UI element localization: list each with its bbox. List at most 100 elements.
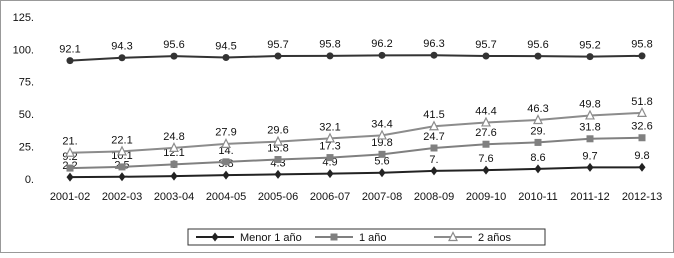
marker	[326, 169, 334, 179]
marker	[637, 107, 647, 117]
data-label: 15.8	[267, 142, 288, 154]
x-tick-label: 2002-03	[102, 191, 142, 203]
x-tick-label: 2003-04	[154, 191, 194, 203]
marker	[482, 140, 490, 148]
x-tick-label: 2008-09	[414, 191, 454, 203]
marker	[378, 51, 386, 59]
data-label: 95.8	[631, 39, 652, 51]
data-label: 7.6	[478, 153, 493, 165]
marker	[169, 142, 179, 152]
data-label: 29.	[530, 125, 545, 137]
series-line	[69, 136, 643, 170]
marker	[430, 51, 438, 59]
marker	[118, 163, 126, 171]
y-tick-label: 100.	[13, 44, 34, 56]
marker	[481, 116, 491, 127]
data-label: 32.6	[631, 121, 652, 133]
data-label: 41.5	[423, 109, 444, 121]
data-label: 27.9	[215, 127, 236, 139]
marker	[118, 172, 126, 182]
data-label: 5.6	[374, 156, 389, 168]
data-label: 46.3	[527, 103, 548, 115]
marker	[66, 57, 74, 65]
data-label: 8.6	[530, 152, 545, 164]
marker	[429, 120, 439, 131]
x-tick-label: 2011-12	[570, 191, 610, 203]
marker	[222, 170, 230, 180]
series: 92.1 94.3 95.6 94.5 95.7 95.8 96.2 96.3 95.7 95.6…	[59, 38, 653, 65]
marker	[378, 168, 386, 178]
marker	[533, 114, 543, 125]
marker	[326, 52, 334, 60]
marker	[118, 54, 126, 62]
data-label: 24.7	[423, 131, 444, 143]
legend-label: 2 años	[478, 232, 512, 244]
data-label: 34.4	[371, 118, 392, 130]
marker	[377, 129, 387, 140]
data-label: 22.1	[111, 134, 132, 146]
legend: Menor 1 año 1 año 2 años	[187, 228, 546, 246]
data-label: 21.	[62, 136, 77, 148]
data-label: 94.5	[215, 40, 236, 52]
data-label: 32.1	[319, 121, 340, 133]
data-label: 9.7	[582, 150, 597, 162]
marker	[330, 233, 338, 241]
series: 9.2 10.1 12.1 14. 15.8 17.3 19.824.7 27.6 29. 31.…	[62, 121, 653, 172]
x-tick-label: 2005-06	[258, 191, 298, 203]
marker	[534, 164, 542, 174]
data-label: 9.2	[62, 151, 77, 163]
y-tick-label: 125.	[13, 12, 34, 24]
data-label: 96.3	[423, 38, 444, 50]
x-tick-label: 2004-05	[206, 191, 246, 203]
marker	[274, 169, 282, 179]
data-label: 96.2	[371, 38, 392, 50]
data-label: 24.8	[163, 131, 184, 143]
data-label: 12.1	[163, 147, 184, 159]
marker	[378, 150, 386, 158]
data-label: 17.3	[319, 140, 340, 152]
legend-label: 1 año	[359, 232, 387, 244]
series: 2.22.533.84.34.95.67.7.68.69.79.8	[62, 150, 650, 182]
marker	[170, 52, 178, 60]
data-label: 51.8	[631, 96, 652, 108]
marker	[430, 166, 438, 176]
marker	[638, 134, 646, 142]
y-tick-label: 0.	[25, 174, 34, 186]
marker	[170, 160, 178, 168]
marker	[638, 52, 646, 60]
data-label: 95.6	[527, 39, 548, 51]
marker	[222, 158, 230, 166]
data-label: 49.8	[579, 98, 600, 110]
marker	[482, 165, 490, 175]
data-label: 4.9	[322, 157, 337, 169]
x-tick-label: 2010-11	[518, 191, 558, 203]
marker	[65, 146, 75, 157]
marker	[326, 154, 334, 162]
data-label: 27.6	[475, 127, 496, 139]
data-label: 95.7	[267, 39, 288, 51]
marker	[66, 164, 74, 172]
data-label: 95.2	[579, 40, 600, 52]
marker	[482, 52, 490, 60]
marker	[430, 144, 438, 152]
marker	[170, 171, 178, 181]
series: 21. 22.1 24.8 27.9 29.6 32.1 34.4 41.5 44.4 46.3 4…	[62, 96, 653, 157]
data-label: 9.8	[634, 150, 649, 162]
x-tick-label: 2001-02	[50, 191, 90, 203]
data-label: 31.8	[579, 122, 600, 134]
data-label: 44.4	[475, 105, 496, 117]
data-label: 95.8	[319, 39, 340, 51]
data-label: 95.7	[475, 39, 496, 51]
series-line	[69, 166, 643, 179]
data-label: 19.8	[371, 137, 392, 149]
legend-label: Menor 1 año	[240, 232, 302, 244]
marker	[586, 135, 594, 143]
marker	[448, 231, 458, 242]
marker	[222, 54, 230, 62]
marker	[273, 135, 283, 146]
series-line	[69, 54, 643, 62]
marker	[117, 145, 127, 156]
y-tick-label: 75.	[19, 77, 34, 89]
